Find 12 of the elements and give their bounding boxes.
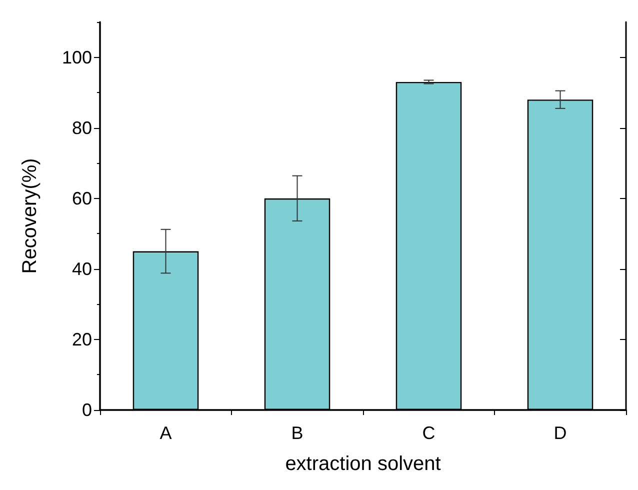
y-axis-title: Recovery(%): [19, 158, 41, 274]
y-tick-label: 40: [72, 258, 92, 279]
x-axis-title: extraction solvent: [285, 453, 442, 475]
x-tick-label: A: [160, 423, 172, 443]
y-tick-label: 60: [72, 188, 92, 208]
y-tick-label: 0: [82, 400, 92, 420]
x-tick-label: D: [554, 423, 567, 443]
y-tick-label: 80: [72, 118, 92, 138]
y-tick-label: 100: [62, 47, 92, 68]
x-tick-label: C: [422, 423, 436, 443]
y-tick-label: 20: [72, 329, 92, 350]
x-tick-label: B: [291, 423, 304, 443]
